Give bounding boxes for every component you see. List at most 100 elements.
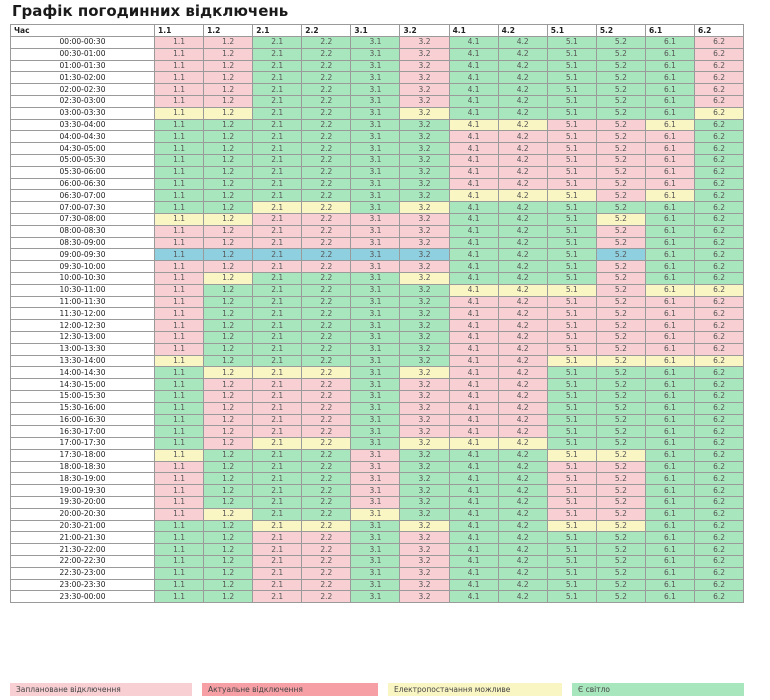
group-status-cell: 4.1 — [448, 248, 499, 262]
group-status-cell: 1.2 — [203, 484, 254, 498]
group-status-cell: 1.2 — [203, 283, 254, 297]
time-slot-cell: 04:00-04:30 — [10, 130, 155, 144]
table-row: 15:30-16:00 1.1 1.2 2.1 2.2 3.1 3.2 4.1 4.2 5.1 5.… — [10, 401, 745, 415]
group-status-cell: 1.1 — [153, 342, 205, 356]
group-status-cell: 4.2 — [497, 578, 548, 592]
group-status-cell: 3.2 — [399, 448, 450, 462]
group-status-cell: 5.2 — [595, 153, 646, 167]
group-status-cell: 5.1 — [546, 448, 597, 462]
group-status-cell: 4.1 — [448, 189, 499, 203]
group-status-cell: 4.1 — [448, 413, 499, 427]
group-status-cell: 3.1 — [350, 47, 401, 61]
group-status-cell: 2.2 — [301, 260, 352, 273]
group-status-cell: 1.2 — [203, 543, 254, 557]
group-status-cell: 6.2 — [694, 531, 745, 545]
group-status-cell: 3.2 — [399, 555, 450, 568]
group-status-cell: 6.1 — [644, 543, 696, 557]
group-status-cell: 3.1 — [350, 248, 401, 262]
group-status-cell: 3.2 — [399, 271, 450, 285]
group-status-cell: 1.1 — [153, 36, 205, 49]
group-status-cell: 2.2 — [301, 590, 352, 604]
group-status-cell: 5.1 — [546, 212, 597, 226]
group-status-cell: 5.2 — [595, 437, 646, 450]
group-status-cell: 3.1 — [350, 543, 401, 557]
group-status-cell: 6.2 — [694, 425, 745, 439]
group-status-cell: 5.1 — [546, 283, 597, 297]
table-row: 08:00-08:30 1.1 1.2 2.1 2.2 3.1 3.2 4.1 4.2 5.1 5.… — [10, 224, 745, 238]
group-status-cell: 3.1 — [350, 555, 401, 568]
group-status-cell: 5.1 — [546, 543, 597, 557]
time-slot-cell: 01:00-01:30 — [10, 59, 155, 73]
group-status-cell: 2.1 — [252, 47, 303, 61]
group-status-cell: 5.1 — [546, 472, 597, 486]
group-status-cell: 1.2 — [203, 142, 254, 155]
group-status-cell: 5.2 — [595, 236, 646, 250]
group-column-header: 4.2 — [497, 24, 548, 37]
group-status-cell: 3.1 — [350, 83, 401, 96]
table-row: 21:00-21:30 1.1 1.2 2.1 2.2 3.1 3.2 4.1 4.2 5.1 5.… — [10, 531, 745, 545]
group-status-cell: 2.2 — [301, 283, 352, 297]
group-status-cell: 2.1 — [252, 153, 303, 167]
group-status-cell: 5.2 — [595, 283, 646, 297]
group-status-cell: 6.2 — [694, 448, 745, 462]
group-status-cell: 2.2 — [301, 507, 352, 521]
group-status-cell: 5.2 — [595, 248, 646, 262]
group-status-cell: 3.2 — [399, 378, 450, 391]
group-status-cell: 5.2 — [595, 342, 646, 356]
group-status-cell: 1.2 — [203, 307, 254, 321]
group-status-cell: 2.2 — [301, 59, 352, 73]
group-status-cell: 2.1 — [252, 531, 303, 545]
group-status-cell: 5.1 — [546, 460, 597, 474]
group-status-cell: 1.1 — [153, 319, 205, 332]
group-status-cell: 5.1 — [546, 36, 597, 49]
group-status-cell: 1.1 — [153, 59, 205, 73]
group-status-cell: 1.1 — [153, 224, 205, 238]
group-status-cell: 2.2 — [301, 472, 352, 486]
group-status-cell: 1.1 — [153, 106, 205, 120]
time-slot-cell: 22:30-23:00 — [10, 566, 155, 580]
group-status-cell: 6.1 — [644, 354, 696, 368]
group-status-cell: 5.1 — [546, 496, 597, 509]
group-status-cell: 3.1 — [350, 94, 401, 108]
group-status-cell: 2.2 — [301, 413, 352, 427]
table-row: 23:00-23:30 1.1 1.2 2.1 2.2 3.1 3.2 4.1 4.2 5.1 5.… — [10, 578, 745, 592]
group-status-cell: 1.1 — [153, 590, 205, 604]
group-status-cell: 3.1 — [350, 307, 401, 321]
group-status-cell: 2.2 — [301, 342, 352, 356]
group-status-cell: 5.2 — [595, 224, 646, 238]
group-status-cell: 3.2 — [399, 47, 450, 61]
table-row: 09:30-10:00 1.1 1.2 2.1 2.2 3.1 3.2 4.1 4.2 5.1 5.… — [10, 260, 745, 273]
group-status-cell: 1.1 — [153, 496, 205, 509]
group-status-cell: 3.1 — [350, 389, 401, 403]
group-status-cell: 4.1 — [448, 106, 499, 120]
group-status-cell: 4.2 — [497, 165, 548, 179]
group-status-cell: 4.1 — [448, 566, 499, 580]
group-status-cell: 3.2 — [399, 389, 450, 403]
group-status-cell: 4.2 — [497, 531, 548, 545]
group-status-cell: 6.2 — [694, 472, 745, 486]
group-status-cell: 1.1 — [153, 507, 205, 521]
group-status-cell: 6.1 — [644, 496, 696, 509]
group-status-cell: 2.2 — [301, 578, 352, 592]
group-status-cell: 3.1 — [350, 130, 401, 144]
table-row: 06:30-07:00 1.1 1.2 2.1 2.2 3.1 3.2 4.1 4.2 5.1 5.… — [10, 189, 745, 203]
group-status-cell: 2.1 — [252, 389, 303, 403]
group-status-cell: 2.1 — [252, 354, 303, 368]
table-row: 04:00-04:30 1.1 1.2 2.1 2.2 3.1 3.2 4.1 4.2 5.1 5.… — [10, 130, 745, 144]
time-slot-cell: 07:30-08:00 — [10, 212, 155, 226]
group-status-cell: 4.1 — [448, 342, 499, 356]
group-status-cell: 2.2 — [301, 460, 352, 474]
group-status-cell: 1.1 — [153, 248, 205, 262]
group-status-cell: 5.1 — [546, 519, 597, 533]
group-status-cell: 6.2 — [694, 507, 745, 521]
group-status-cell: 1.2 — [203, 94, 254, 108]
group-status-cell: 2.1 — [252, 519, 303, 533]
group-status-cell: 5.1 — [546, 59, 597, 73]
group-status-cell: 1.2 — [203, 366, 254, 380]
table-row: 03:30-04:00 1.1 1.2 2.1 2.2 3.1 3.2 4.1 4.2 5.1 5.… — [10, 118, 745, 132]
group-status-cell: 4.1 — [448, 378, 499, 391]
group-status-cell: 6.2 — [694, 590, 745, 604]
group-status-cell: 1.1 — [153, 519, 205, 533]
group-status-cell: 2.2 — [301, 130, 352, 144]
group-status-cell: 6.2 — [694, 437, 745, 450]
